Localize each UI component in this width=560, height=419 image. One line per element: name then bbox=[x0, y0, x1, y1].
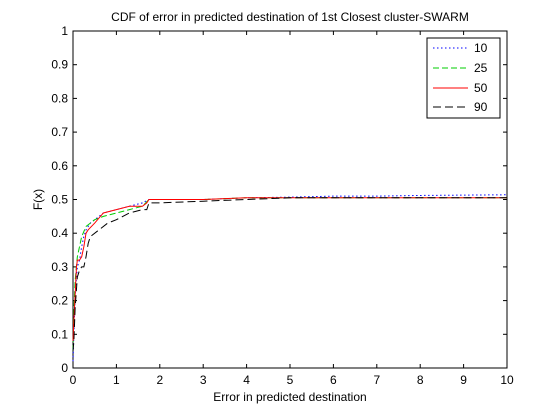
y-tick-label: 0.1 bbox=[51, 327, 68, 341]
x-tick-label: 2 bbox=[156, 373, 163, 387]
x-tick-label: 9 bbox=[460, 373, 467, 387]
y-tick-label: 0.4 bbox=[51, 226, 68, 240]
x-tick-label: 1 bbox=[113, 373, 120, 387]
y-tick-label: 0.6 bbox=[51, 159, 68, 173]
series-line-25 bbox=[72, 197, 507, 352]
legend: 10 25 50 90 bbox=[426, 37, 501, 119]
x-tick-label: 4 bbox=[243, 373, 250, 387]
x-tick-label: 6 bbox=[330, 373, 337, 387]
y-tick-label: 0.3 bbox=[51, 260, 68, 274]
y-tick-label: 1 bbox=[61, 24, 68, 38]
legend-label-90: 90 bbox=[474, 100, 488, 114]
y-tick-label: 0.8 bbox=[51, 91, 68, 105]
series-layer bbox=[72, 194, 508, 362]
legend-label-25: 25 bbox=[474, 61, 488, 75]
y-tick-label: 0.9 bbox=[51, 58, 68, 72]
x-tick-label: 0 bbox=[70, 373, 77, 387]
legend-label-10: 10 bbox=[474, 41, 488, 55]
y-tick-label: 0.5 bbox=[51, 193, 68, 207]
series-line-90 bbox=[72, 197, 507, 352]
x-tick-label: 5 bbox=[287, 373, 294, 387]
y-tick-label: 0.2 bbox=[51, 294, 68, 308]
axis-ticks: 0 1 2 3 4 5 6 7 8 9 10 0 0.1 0.2 0.3 0.4 0.5 0.6 0.7 0.8 0.9… bbox=[51, 24, 514, 387]
x-tick-label: 10 bbox=[500, 373, 514, 387]
y-tick-label: 0 bbox=[61, 361, 68, 375]
y-tick-label: 0.7 bbox=[51, 125, 68, 139]
x-axis-label: Error in predicted destination bbox=[213, 390, 366, 404]
y-axis-label: F(x) bbox=[31, 189, 45, 210]
legend-box bbox=[426, 37, 501, 119]
x-tick-label: 3 bbox=[200, 373, 207, 387]
x-tick-label: 7 bbox=[373, 373, 380, 387]
chart-title: CDF of error in predicted destination of… bbox=[111, 10, 469, 24]
legend-label-50: 50 bbox=[474, 81, 488, 95]
x-tick-label: 8 bbox=[417, 373, 424, 387]
